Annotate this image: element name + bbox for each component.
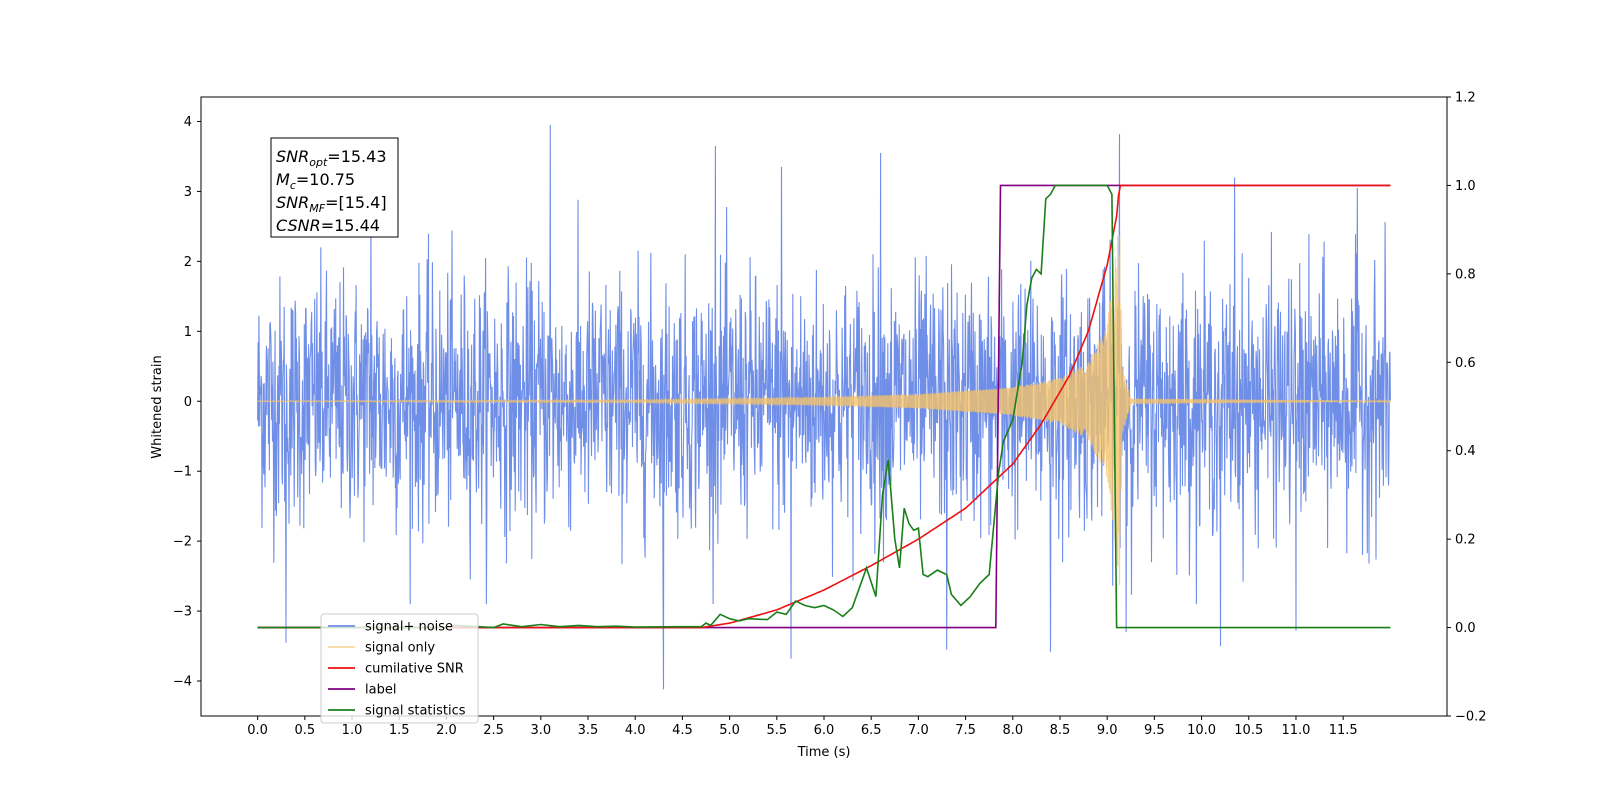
x-tick-label: 8.5 (1050, 723, 1071, 738)
x-tick-label: 5.0 (719, 723, 740, 738)
series-signal-only (257, 235, 1391, 586)
series-signal-statistics (257, 184, 1391, 629)
y-tick-label-right: 0.2 (1455, 533, 1476, 548)
y-tick-label-right: 1.0 (1455, 179, 1476, 194)
x-tick-label: 6.0 (814, 723, 835, 738)
x-tick-label: 0.0 (247, 723, 268, 738)
x-axis-label: Time (s) (797, 745, 851, 760)
y-tick-label-right: 0.8 (1455, 267, 1476, 282)
x-tick-label: 3.5 (578, 723, 599, 738)
legend-label-label: label (365, 683, 396, 698)
x-tick-label: 2.0 (436, 723, 457, 738)
x-tick-label: 4.0 (625, 723, 646, 738)
x-tick-label: 1.0 (342, 723, 363, 738)
x-tick-label: 7.5 (955, 723, 976, 738)
legend-label-signal-statistics: signal statistics (365, 704, 466, 719)
y-tick-label-right: 0.4 (1455, 444, 1476, 459)
x-tick-label: 5.5 (766, 723, 787, 738)
legend-label-signal-only: signal only (365, 641, 435, 656)
x-tick-label: 9.0 (1097, 723, 1118, 738)
y-tick-label-right: 0.6 (1455, 356, 1476, 371)
y-tick-label-right: 0.0 (1455, 621, 1476, 636)
stats-box (270, 137, 399, 238)
stats-line: SNRMF=[15.4] (276, 193, 387, 215)
legend-box (320, 613, 479, 724)
y-tick-label-left: −2 (173, 535, 192, 550)
x-tick-label: 11.5 (1329, 723, 1358, 738)
x-tick-label: 10.5 (1234, 723, 1263, 738)
y-tick-label-left: 0 (184, 395, 192, 410)
y-tick-label-right: 1.2 (1455, 91, 1476, 106)
stats-line: CSNR=15.44 (276, 216, 380, 235)
y-tick-label-left: 1 (184, 325, 192, 340)
series-signal-noise (257, 124, 1391, 690)
legend-label-signal-noise: signal+ noise (365, 620, 453, 635)
y-tick-label-left: 4 (184, 115, 192, 130)
x-tick-label: 3.0 (530, 723, 551, 738)
y-tick-label-left: −4 (173, 675, 192, 690)
y-tick-label-right: −0.2 (1455, 710, 1487, 725)
x-tick-label: 4.5 (672, 723, 693, 738)
x-tick-label: 9.5 (1144, 723, 1165, 738)
x-tick-label: 8.0 (1002, 723, 1023, 738)
x-tick-label: 10.0 (1187, 723, 1216, 738)
stats-line: Mc=10.75 (276, 170, 355, 192)
x-tick-label: 2.5 (483, 723, 504, 738)
y-tick-label-left: 2 (184, 255, 192, 270)
x-tick-label: 6.5 (861, 723, 882, 738)
stats-line: SNRopt=15.43 (276, 147, 387, 169)
y-tick-label-left: −1 (173, 465, 192, 480)
x-tick-label: 0.5 (294, 723, 315, 738)
y-axis-label: Whitened strain (150, 355, 165, 458)
y-tick-label-left: −3 (173, 605, 192, 620)
y-tick-label-left: 3 (184, 185, 192, 200)
x-tick-label: 7.0 (908, 723, 929, 738)
x-tick-label: 1.5 (389, 723, 410, 738)
legend-label-cumilative-snr: cumilative SNR (365, 662, 464, 677)
x-tick-label: 11.0 (1281, 723, 1310, 738)
